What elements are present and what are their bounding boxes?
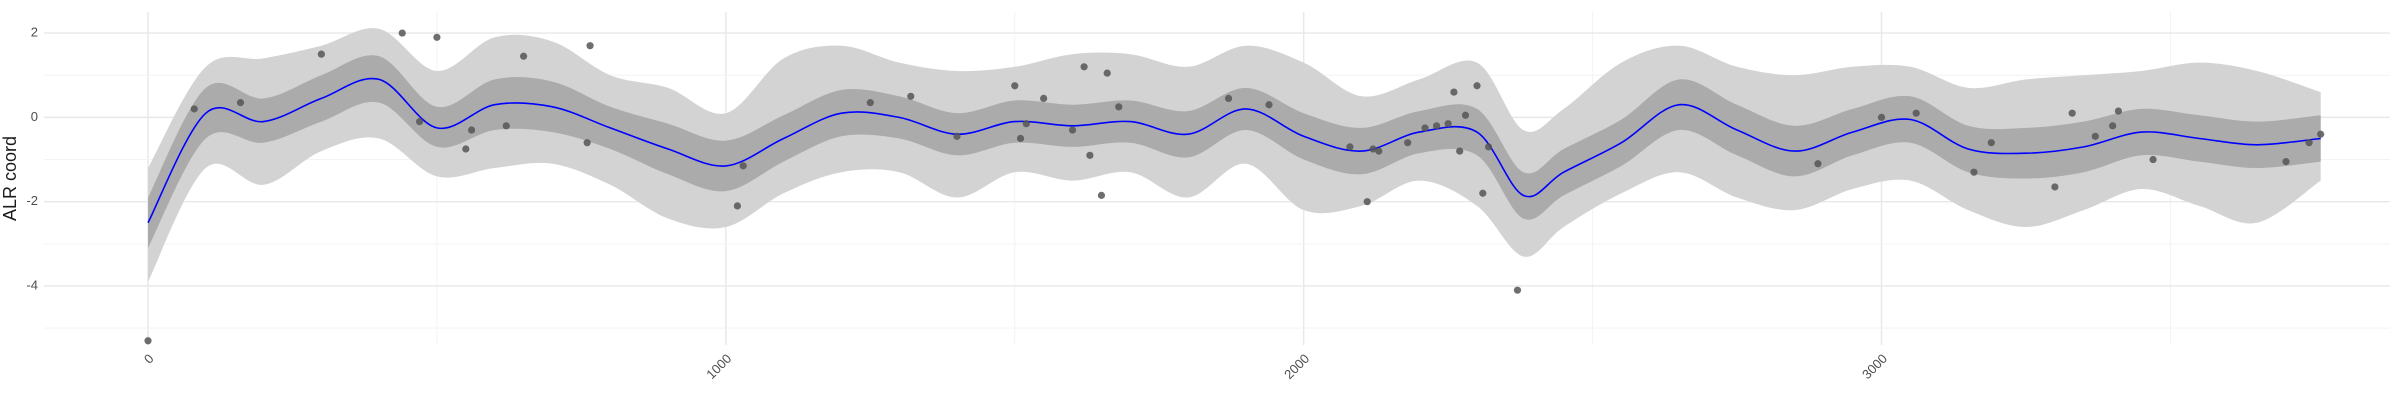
- data-point: [1404, 139, 1412, 147]
- data-point: [1265, 101, 1273, 109]
- data-point: [467, 126, 476, 134]
- x-tick-label: 0: [141, 351, 157, 367]
- x-tick-label: 1000: [703, 351, 734, 382]
- data-point: [1473, 82, 1481, 90]
- data-point: [236, 99, 245, 107]
- outer-confidence-band: [148, 28, 2321, 282]
- y-tick-label: -4: [26, 277, 38, 292]
- data-point: [1421, 124, 1429, 132]
- data-point: [953, 132, 961, 140]
- data-point: [2282, 158, 2290, 166]
- inner-confidence-band: [148, 55, 2321, 249]
- data-point: [1450, 88, 1458, 96]
- data-point: [1432, 122, 1441, 130]
- data-point: [1484, 143, 1493, 151]
- data-point: [1814, 160, 1822, 168]
- data-point: [190, 105, 198, 113]
- observation-points: [144, 29, 2325, 345]
- data-point: [1040, 94, 1048, 103]
- data-point: [1513, 286, 1522, 294]
- x-tick-label: 2000: [1281, 351, 1312, 382]
- x-tick-label: 3000: [1859, 351, 1890, 382]
- data-point: [586, 42, 594, 50]
- data-point: [1346, 143, 1354, 151]
- x-axis-ticks: 0 1000 2000 3000: [141, 351, 1890, 382]
- data-point: [1086, 151, 1094, 159]
- data-point: [1068, 126, 1077, 134]
- data-point: [2068, 109, 2076, 117]
- data-point: [907, 92, 915, 100]
- data-point: [462, 145, 470, 153]
- data-point: [317, 50, 325, 58]
- data-point: [1877, 113, 1886, 121]
- data-point: [398, 29, 406, 37]
- data-point: [1363, 198, 1371, 206]
- data-point: [739, 162, 747, 170]
- data-point: [1097, 191, 1106, 199]
- y-tick-label: 0: [31, 109, 38, 124]
- data-point: [520, 52, 528, 60]
- mean-line-series: [147, 77, 2321, 224]
- data-point: [1022, 120, 1030, 128]
- data-point: [866, 99, 874, 107]
- data-point: [2109, 122, 2117, 130]
- data-point: [1987, 139, 1995, 147]
- data-point: [583, 139, 591, 147]
- data-point: [2317, 130, 2325, 138]
- data-point: [1461, 111, 1470, 119]
- data-point: [415, 117, 424, 126]
- data-point: [2305, 139, 2313, 147]
- data-point: [2114, 107, 2123, 115]
- data-point: [1479, 189, 1487, 197]
- data-point: [1444, 120, 1452, 128]
- y-tick-label: -2: [26, 193, 38, 208]
- data-point: [1912, 109, 1920, 117]
- data-point: [733, 202, 741, 210]
- data-point: [1103, 69, 1111, 77]
- y-axis-title: ALR coord: [0, 136, 20, 221]
- data-point: [1456, 147, 1464, 155]
- data-point: [144, 337, 152, 345]
- data-point: [1970, 168, 1978, 176]
- data-point: [1080, 63, 1088, 71]
- data-point: [2091, 132, 2099, 140]
- data-point: [1369, 145, 1377, 153]
- y-axis-ticks: -4 -2 0 2: [26, 25, 38, 293]
- data-point: [1011, 82, 1019, 90]
- data-point: [1224, 94, 1233, 103]
- data-point: [2149, 155, 2157, 164]
- data-point: [2051, 183, 2059, 191]
- data-point: [433, 33, 441, 41]
- mean-line: [147, 77, 2321, 224]
- inner-band-area: [148, 55, 2321, 249]
- data-point: [1016, 134, 1025, 143]
- data-point: [1115, 103, 1123, 111]
- data-point: [1375, 147, 1383, 155]
- outer-band-area: [148, 28, 2321, 282]
- y-tick-label: 2: [31, 25, 38, 40]
- data-point: [502, 122, 510, 130]
